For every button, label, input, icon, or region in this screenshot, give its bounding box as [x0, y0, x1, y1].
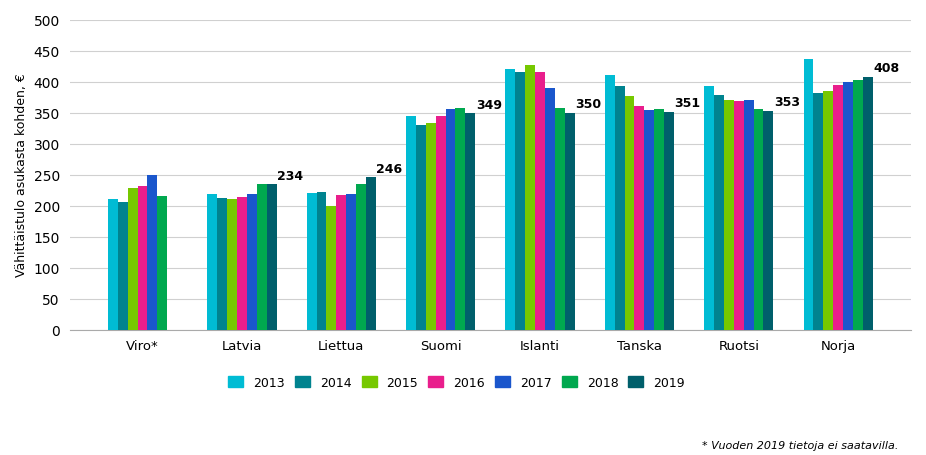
Text: 353: 353	[774, 96, 800, 109]
Bar	[267, 185, 277, 330]
Legend: 2013, 2014, 2015, 2016, 2017, 2018, 2019: 2013, 2014, 2015, 2016, 2017, 2018, 2019	[229, 376, 685, 389]
Text: 351: 351	[674, 97, 701, 110]
Bar	[724, 101, 733, 330]
Bar	[237, 198, 247, 330]
Bar	[655, 110, 664, 330]
Bar	[327, 206, 336, 330]
Bar	[515, 72, 525, 330]
Bar	[366, 177, 376, 330]
Bar	[466, 114, 475, 330]
Bar	[754, 110, 764, 330]
Bar	[853, 81, 863, 330]
Bar	[744, 101, 754, 330]
Bar	[138, 186, 147, 330]
Bar	[317, 193, 327, 330]
Text: * Vuoden 2019 tietoja ei saatavilla.: * Vuoden 2019 tietoja ei saatavilla.	[702, 440, 898, 450]
Bar	[406, 117, 416, 330]
Bar	[555, 108, 565, 330]
Bar	[704, 86, 714, 330]
Bar	[565, 113, 575, 330]
Bar	[247, 194, 257, 330]
Text: 349: 349	[476, 98, 502, 111]
Bar	[416, 126, 426, 330]
Bar	[426, 124, 436, 330]
Text: 350: 350	[575, 98, 601, 111]
Bar	[833, 86, 843, 330]
Bar	[624, 97, 634, 330]
Bar	[714, 95, 724, 330]
Bar	[147, 175, 157, 330]
Bar	[128, 189, 138, 330]
Bar	[346, 194, 357, 330]
Y-axis label: Vähittäistulo asukasta kohden, €: Vähittäistulo asukasta kohden, €	[15, 73, 28, 277]
Bar	[634, 107, 644, 330]
Bar	[813, 94, 823, 330]
Bar	[456, 109, 466, 330]
Bar	[863, 77, 873, 330]
Text: 234: 234	[277, 170, 303, 182]
Bar	[733, 101, 744, 330]
Bar	[307, 194, 317, 330]
Bar	[664, 113, 674, 330]
Text: 246: 246	[376, 162, 403, 175]
Bar	[545, 89, 555, 330]
Text: 408: 408	[873, 62, 899, 75]
Bar	[218, 199, 227, 330]
Bar	[506, 70, 515, 330]
Bar	[535, 72, 545, 330]
Bar	[157, 196, 168, 330]
Bar	[644, 111, 655, 330]
Bar	[336, 196, 346, 330]
Bar	[108, 200, 118, 330]
Bar	[823, 92, 833, 330]
Bar	[118, 202, 128, 330]
Bar	[615, 86, 624, 330]
Bar	[764, 111, 773, 330]
Bar	[445, 110, 456, 330]
Bar	[843, 82, 853, 330]
Bar	[436, 116, 445, 330]
Bar	[207, 194, 218, 330]
Bar	[357, 184, 366, 330]
Bar	[804, 60, 813, 330]
Bar	[257, 185, 267, 330]
Bar	[227, 199, 237, 330]
Bar	[605, 76, 615, 330]
Bar	[525, 66, 535, 330]
